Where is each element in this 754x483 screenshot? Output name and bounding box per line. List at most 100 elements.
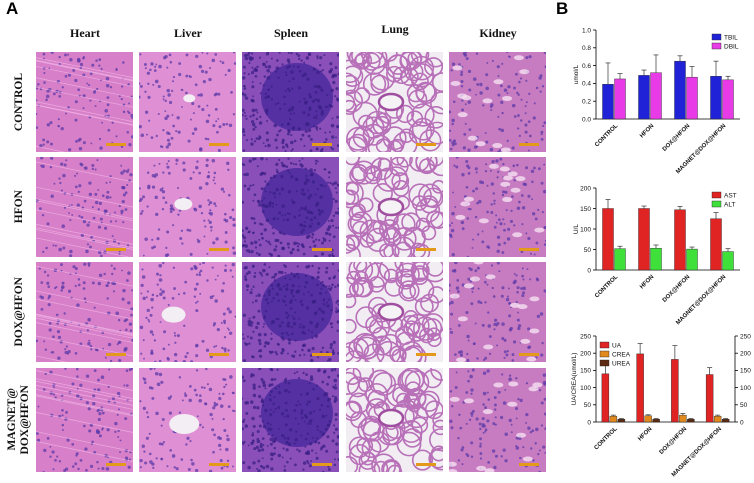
scale-bar [312,143,332,146]
bar [722,251,734,271]
y-right-tick-label: 50 [740,402,748,409]
histology-image-heart [36,157,133,257]
y-tick-label: 150 [580,368,591,375]
bar [721,419,730,423]
scale-bar [519,353,539,356]
histology-image-kidney [449,368,546,472]
legend-label: UREA [612,361,631,368]
legend-swatch [599,350,610,358]
y-tick-label: 0.4 [582,81,591,88]
legend-label: ALT [724,202,735,209]
y-tick-label: 0.0 [582,116,591,123]
bar [644,415,652,423]
y-right-tick-label: 200 [740,351,751,358]
legend-label: TBIL [724,35,738,42]
histology-image-liver [139,52,236,152]
bar [679,414,687,423]
y-axis-label: UA/CREA(umol/L) [571,353,578,406]
x-tick-label: CONTROL [594,426,619,451]
scale-bar [312,463,332,466]
legend-label: AST [724,193,737,200]
histology-image-spleen [242,262,339,362]
scale-bar [106,353,126,356]
x-tick-label: HFON [639,274,655,290]
column-header-liver: Liver [174,26,202,40]
histology-image-lung [346,262,443,362]
histology-image-heart [36,52,133,152]
y-tick-label: 0 [587,419,591,426]
histology-image-liver [139,157,236,257]
x-tick-label: CONTROL [594,274,619,299]
x-tick-label: CONTROL [594,123,619,148]
x-tick-label: DOX@HFON [662,123,692,153]
x-tick-label: DOX@HFON [662,274,692,304]
bar [614,78,626,120]
scale-bar [209,463,229,466]
scale-bar [209,143,229,146]
histology-image-heart [36,262,133,362]
histology-image-lung [346,368,443,472]
y-axis-label: umol/L [573,64,580,84]
histology-image-lung [346,52,443,152]
histology-image-spleen [242,368,339,472]
scale-bar [312,248,332,251]
scale-bar [416,143,436,146]
y-tick-label: 0.2 [582,99,591,106]
scale-bar [416,248,436,251]
histology-image-kidney [449,52,546,152]
scale-bar [519,463,539,466]
bar [671,359,679,423]
y-tick-label: 0 [587,267,591,274]
histology-image-kidney [449,157,546,257]
bar [609,415,618,423]
y-tick-label: 0.6 [582,63,591,70]
legend-swatch [711,33,722,41]
column-header-kidney: Kidney [479,26,517,40]
bar [674,209,686,271]
bar [601,373,610,423]
x-tick-label: HFON [639,123,655,139]
y-tick-label: 250 [580,333,591,340]
bar [638,75,650,120]
y-tick-label: 150 [580,206,591,213]
bar [686,76,698,120]
legend-label: DBIL [724,44,739,51]
histology-image-spleen [242,52,339,152]
y-right-tick-label: 250 [740,333,751,340]
y-tick-label: 100 [580,385,591,392]
y-right-tick-label: 100 [740,385,751,392]
scale-bar [209,248,229,251]
bar [710,76,722,120]
legend-swatch [599,359,610,367]
column-header-spleen: Spleen [273,26,308,40]
bar [602,208,614,271]
bar [705,374,714,423]
legend-swatch [599,341,610,349]
scale-bar [416,353,436,356]
scale-bar [312,353,332,356]
column-header-lung: Lung [381,22,409,36]
column-header-heart: Heart [70,26,100,40]
histology-image-liver [139,262,236,362]
panel-b-letter: B [556,0,569,18]
histology-image-liver [139,368,236,472]
scale-bar [519,143,539,146]
legend-swatch [711,200,722,208]
scale-bar [106,463,126,466]
bar [686,248,698,271]
scale-bar [209,353,229,356]
scale-bar [416,463,436,466]
histology-image-heart [36,368,133,472]
y-axis-label: U/L [573,224,580,235]
bar [636,353,644,423]
x-tick-label: HFON [637,426,653,442]
y-tick-label: 50 [584,247,592,254]
histology-image-spleen [242,157,339,257]
bar [617,419,626,423]
bar [614,248,626,271]
y-tick-label: 0.8 [582,45,591,52]
bar [722,79,734,120]
y-tick-label: 1.0 [582,27,591,34]
histology-image-kidney [449,262,546,362]
